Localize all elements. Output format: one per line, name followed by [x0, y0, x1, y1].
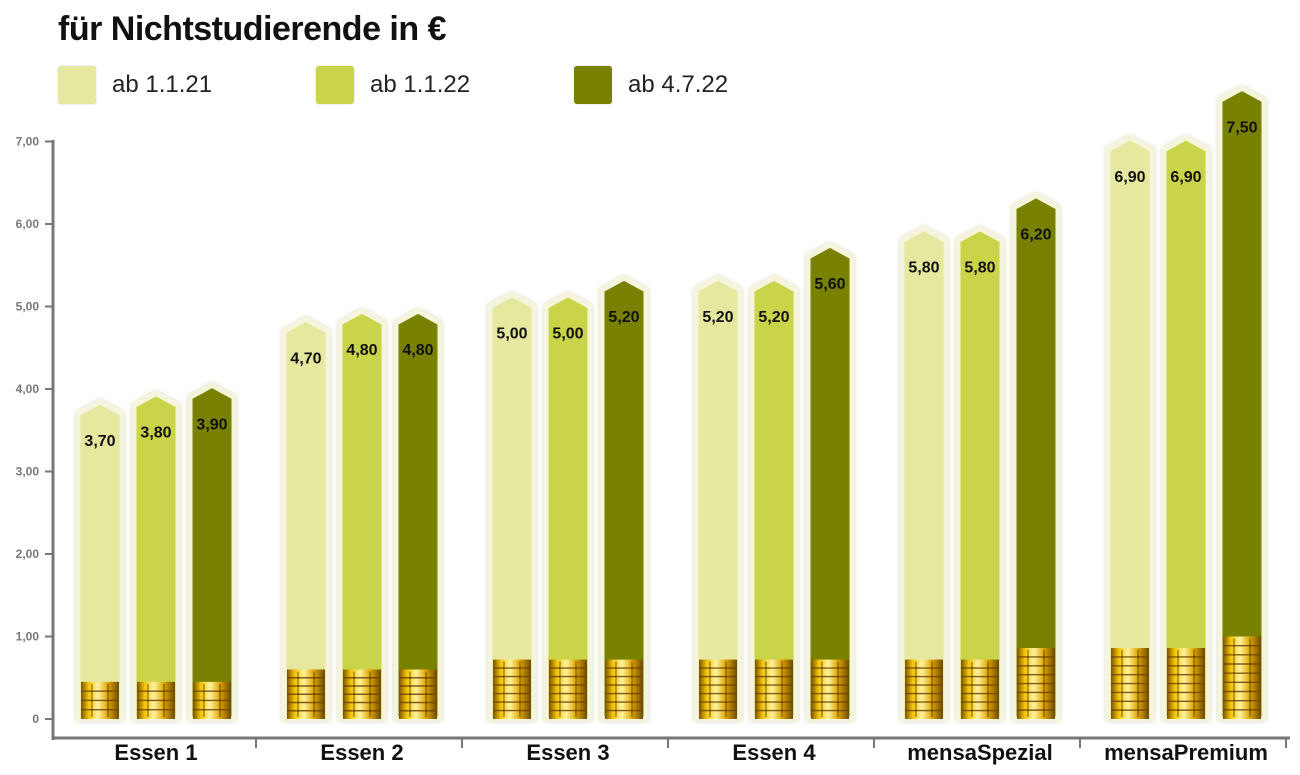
coin-stack-icon — [1167, 648, 1205, 719]
coin-stack-icon — [961, 659, 999, 719]
coin-stack-icon — [811, 659, 849, 719]
bar-value-label: 4,70 — [290, 350, 321, 367]
chart-title: für Nichtstudierende in € — [58, 10, 447, 48]
bar-value-label: 3,70 — [84, 433, 115, 450]
bar — [1217, 85, 1267, 722]
y-tick-label: 4,00 — [16, 382, 40, 396]
legend-item-3: ab 4.7.22 — [574, 64, 728, 106]
bar — [955, 226, 1005, 722]
bar-value-label: 3,90 — [196, 416, 227, 433]
coin-stack-body — [1223, 636, 1261, 719]
legend-label-2: ab 1.1.22 — [370, 71, 471, 98]
legend-swatch-1 — [58, 66, 96, 104]
x-tick-label: Essen 1 — [114, 740, 197, 765]
y-tick-label: 1,00 — [16, 630, 40, 644]
x-tick-label: mensaPremium — [1104, 740, 1268, 765]
coin-stack-icon — [81, 681, 119, 719]
x-tick-label: mensaSpezial — [907, 740, 1053, 765]
coin-stack-body — [961, 659, 999, 719]
bar-value-label: 5,80 — [964, 260, 995, 277]
bar-value-label: 6,90 — [1114, 169, 1145, 186]
y-tick-label: 3,00 — [16, 465, 40, 479]
bar — [749, 275, 799, 722]
bar-value-label: 6,20 — [1020, 227, 1051, 244]
legend: ab 1.1.21 ab 1.1.22 ab 4.7.22 — [0, 64, 1300, 106]
bar-value-label: 5,80 — [908, 260, 939, 277]
legend-swatch-2 — [316, 66, 354, 104]
bar-value-label: 3,80 — [140, 425, 171, 442]
coin-stack-body — [493, 659, 531, 719]
bar — [543, 292, 593, 722]
bar — [337, 308, 387, 722]
y-tick-label: 0 — [32, 712, 39, 726]
y-tick-label: 6,00 — [16, 217, 40, 231]
legend-label-1: ab 1.1.21 — [112, 71, 213, 98]
bar — [393, 308, 443, 722]
coin-stack-body — [605, 659, 643, 719]
bar — [805, 242, 855, 722]
bar-value-label: 6,90 — [1170, 169, 1201, 186]
coin-stack-icon — [699, 659, 737, 719]
bar-value-label: 5,60 — [814, 276, 845, 293]
bar — [899, 226, 949, 722]
coin-stack-icon — [1223, 636, 1261, 719]
bar-value-label: 5,20 — [758, 309, 789, 326]
bar-value-label: 5,00 — [552, 326, 583, 343]
legend-swatch-3 — [574, 66, 612, 104]
x-tick-label: Essen 4 — [732, 740, 816, 765]
coin-stack-icon — [287, 669, 325, 719]
coin-stack-icon — [1111, 648, 1149, 719]
x-tick-label: Essen 3 — [526, 740, 609, 765]
bar — [281, 316, 331, 722]
legend-label-3: ab 4.7.22 — [628, 71, 729, 98]
coin-stack-icon — [137, 681, 175, 719]
bar-value-label: 5,20 — [608, 309, 639, 326]
bar — [1161, 135, 1211, 722]
bar — [487, 292, 537, 722]
coin-stack-icon — [905, 659, 943, 719]
coin-stack-icon — [549, 659, 587, 719]
bar — [131, 391, 181, 722]
x-tick-label: Essen 2 — [320, 740, 403, 765]
bar — [1105, 135, 1155, 722]
bar — [693, 275, 743, 722]
coin-stack-body — [755, 659, 793, 719]
coin-stack-icon — [1017, 648, 1055, 719]
coin-stack-icon — [193, 681, 231, 719]
bar-value-label: 5,00 — [496, 326, 527, 343]
coin-stack-body — [699, 659, 737, 719]
coin-stack-icon — [493, 659, 531, 719]
coin-stack-icon — [343, 669, 381, 719]
coin-stack-body — [905, 659, 943, 719]
y-tick-label: 5,00 — [16, 300, 40, 314]
coin-stack-icon — [755, 659, 793, 719]
bar — [1011, 193, 1061, 722]
coin-stack-icon — [605, 659, 643, 719]
coin-stack-icon — [399, 669, 437, 719]
bar — [599, 275, 649, 722]
legend-item-1: ab 1.1.21 — [58, 64, 212, 106]
bar — [187, 382, 237, 722]
coin-stack-body — [811, 659, 849, 719]
bar-value-label: 5,20 — [702, 309, 733, 326]
bar-value-label: 7,50 — [1226, 119, 1257, 136]
y-tick-label: 7,00 — [16, 135, 40, 149]
legend-item-2: ab 1.1.22 — [316, 64, 470, 106]
bar-value-label: 4,80 — [402, 342, 433, 359]
y-tick-label: 2,00 — [16, 547, 40, 561]
bar-value-label: 4,80 — [346, 342, 377, 359]
coin-stack-body — [549, 659, 587, 719]
